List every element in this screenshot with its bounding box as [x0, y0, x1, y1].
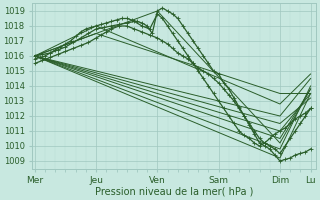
X-axis label: Pression niveau de la mer( hPa ): Pression niveau de la mer( hPa ) — [95, 187, 253, 197]
